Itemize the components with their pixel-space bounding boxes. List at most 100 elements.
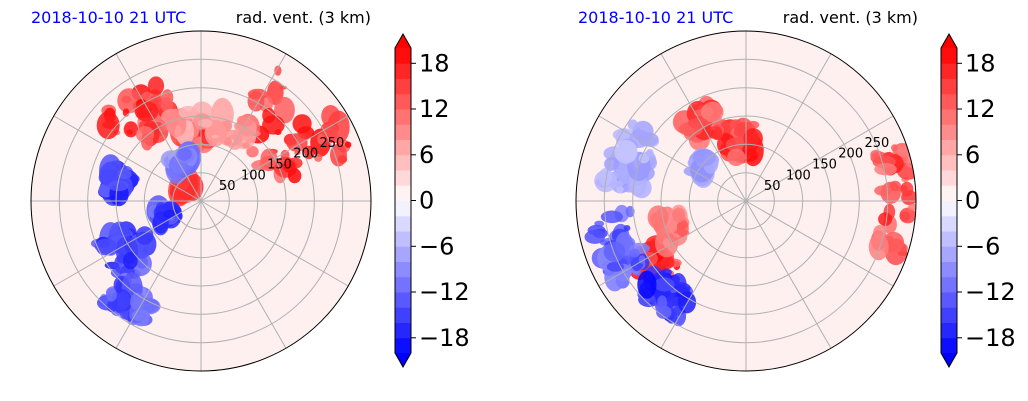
colorbar-band	[395, 93, 411, 110]
colorbar-band	[941, 185, 957, 201]
heatmap-cell	[106, 288, 117, 302]
colorbar-ticks: 18 12 6 0 −6 −12 −18	[411, 49, 470, 352]
heatmap-cell	[610, 180, 624, 188]
colorbar-band	[395, 246, 411, 262]
colorbar-band	[941, 246, 957, 262]
heatmap-cell	[134, 101, 159, 122]
colorbar-band	[395, 170, 411, 186]
colorbar-band	[941, 63, 957, 79]
heatmap-cell	[123, 252, 138, 270]
colorbar-band	[395, 231, 411, 247]
grid-spoke	[53, 115, 202, 202]
colorbar-tick-label: −18	[419, 324, 470, 352]
radial-tick-label: 200	[293, 147, 318, 162]
heatmap-cell	[900, 181, 914, 197]
colorbar-tick-label: −12	[419, 278, 470, 306]
heatmap-cell	[688, 117, 710, 129]
colorbar-band	[941, 231, 957, 247]
colorbar-band	[941, 170, 957, 186]
heatmap-cell	[604, 157, 619, 171]
radial-tick-label: 250	[864, 136, 889, 151]
radial-tick-label: 100	[241, 168, 266, 183]
heatmap-cell	[135, 226, 154, 245]
colorbar-band	[941, 93, 957, 110]
colorbar-band	[941, 78, 957, 95]
grid-spoke	[745, 115, 894, 202]
heatmap-cell	[223, 137, 232, 146]
colorbar-band	[395, 139, 411, 156]
heatmap-cell	[163, 209, 177, 219]
grid-spoke	[115, 53, 202, 202]
heatmap-cell	[874, 185, 893, 196]
colorbar-band	[941, 124, 957, 140]
heatmap-cell	[603, 241, 626, 262]
heatmap-cell	[868, 233, 889, 261]
heatmap-cell	[177, 148, 192, 161]
heatmap-cell	[241, 142, 251, 149]
colorbar-band	[941, 292, 957, 308]
heatmap-cell	[106, 300, 118, 313]
colorbar-outline	[940, 32, 958, 369]
heatmap-cell	[141, 132, 154, 151]
colorbar-tick-label: 18	[965, 49, 996, 77]
grid-spoke	[745, 200, 894, 287]
colorbar-band	[941, 215, 957, 232]
colorbar-band	[395, 322, 411, 339]
polar-panel-1: 50 100 150 200 250 2018-10-10 21 UTC rad…	[30, 8, 470, 372]
grid-spoke	[660, 200, 747, 349]
colorbar-tick-label: 12	[419, 95, 450, 123]
colorbar-band	[395, 63, 411, 79]
heatmap-cell	[657, 295, 668, 310]
colorbar-band	[395, 185, 411, 201]
heatmap-cell	[211, 134, 219, 139]
colorbar-tick-label: 0	[419, 187, 434, 215]
colorbar-extend-min	[395, 353, 411, 367]
grid-spoke	[200, 200, 287, 349]
colorbar-band	[395, 109, 411, 125]
colorbar-band	[941, 322, 957, 339]
heatmap-cell	[681, 117, 689, 123]
heatmap-cell	[606, 261, 624, 272]
heatmap-cell	[141, 298, 160, 314]
colorbar-band	[941, 154, 957, 171]
heatmap-cell	[344, 141, 352, 148]
colorbar-tick-label: 6	[419, 141, 434, 169]
colorbar-tick-label: −18	[965, 324, 1016, 352]
heatmap-cell	[107, 180, 129, 192]
heatmap-cell	[899, 211, 911, 222]
colorbar-band	[941, 109, 957, 125]
radial-tick-label: 150	[812, 158, 837, 173]
grid-spoke	[660, 53, 747, 202]
heatmap-cell	[637, 270, 657, 299]
colorbar-band	[941, 200, 957, 217]
heatmap-cell	[638, 153, 650, 164]
panel-1-boundary	[30, 30, 372, 372]
panel-2-colorbar: 18 12 6 0 −6 −12 −18	[940, 32, 1016, 369]
heatmap-cell	[701, 101, 724, 123]
heatmap-cell	[282, 160, 296, 173]
colorbar-extend-max	[395, 34, 411, 48]
polar-panel-2: 50 100 150 200 250 2018-10-10 21 UTC rad…	[575, 8, 1016, 372]
colorbar-band	[395, 261, 411, 278]
heatmap-cell	[616, 186, 624, 194]
colorbar-band	[941, 337, 957, 354]
heatmap-cell	[629, 248, 641, 258]
heatmap-cell	[670, 289, 677, 294]
heatmap-cell	[633, 184, 642, 194]
radial-tick-label: 50	[764, 179, 781, 194]
panel-1-variable-title: rad. vent. (3 km)	[236, 8, 371, 27]
heatmap-cell	[246, 146, 259, 158]
panel-1-timestamp-title: 2018-10-10 21 UTC	[31, 8, 186, 27]
radial-tick-label: 50	[219, 179, 236, 194]
colorbar-tick-label: −12	[965, 278, 1016, 306]
colorbar-band	[395, 276, 411, 293]
heatmap-cell	[286, 133, 308, 152]
heatmap-cell	[672, 207, 686, 223]
heatmap-cell	[600, 210, 624, 224]
heatmap-cell	[292, 114, 312, 134]
heatmap-cell	[647, 205, 669, 230]
colorbar-bands	[941, 48, 957, 354]
heatmap-cell	[646, 148, 654, 158]
panel-1-grid	[31, 31, 371, 371]
grid-spoke	[200, 53, 287, 202]
